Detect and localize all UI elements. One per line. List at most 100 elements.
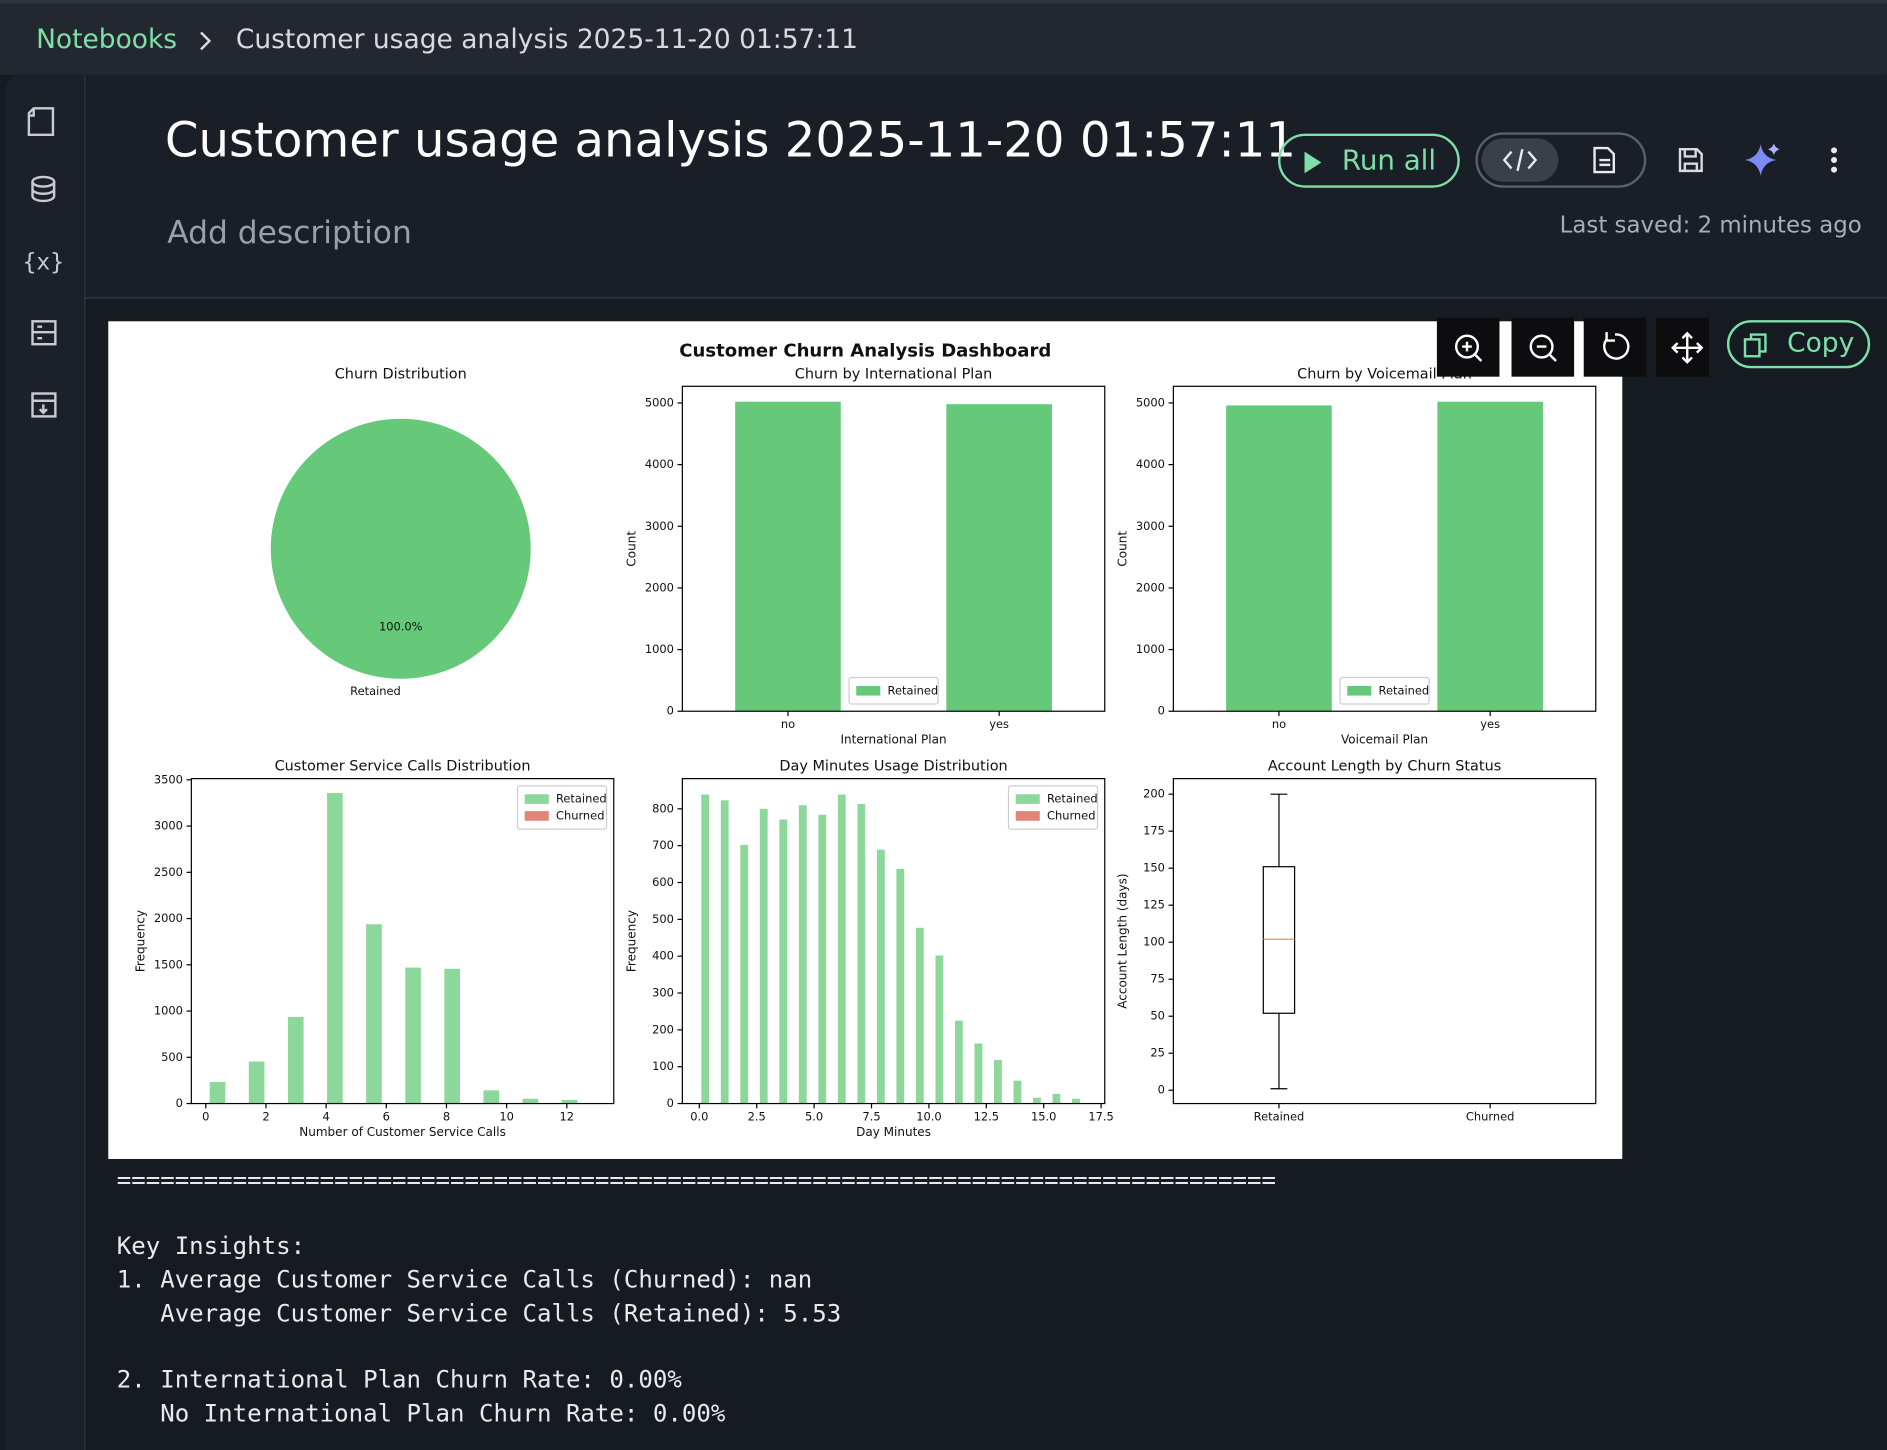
- histogram-bar: [1033, 1098, 1041, 1104]
- histogram-bar: [935, 955, 943, 1103]
- histogram-bar: [799, 805, 807, 1103]
- histogram-bar: [721, 800, 729, 1103]
- pan-button[interactable]: [1656, 318, 1709, 377]
- output-line: Key Insights:: [117, 1231, 305, 1260]
- zoom-in-button[interactable]: [1437, 318, 1500, 377]
- y-tick-label: 800: [652, 801, 674, 815]
- output-line: 2. International Plan Churn Rate: 0.00%: [117, 1365, 682, 1394]
- chart-title: Day Minutes Usage Distribution: [779, 759, 1007, 775]
- save-icon[interactable]: [1676, 146, 1705, 175]
- y-tick-label: 700: [652, 838, 674, 852]
- x-tick-label: 0: [202, 1109, 209, 1123]
- x-tick-label: no: [1272, 717, 1286, 731]
- dashboard-image: Customer Churn Analysis Dashboard Churn …: [108, 321, 1622, 1159]
- icon-notebook[interactable]: [29, 108, 53, 134]
- histogram-bar: [523, 1099, 539, 1104]
- histogram-bar: [838, 794, 846, 1103]
- y-tick-label: 2000: [1136, 580, 1165, 594]
- x-tick-label: 12: [560, 1109, 575, 1123]
- icon-archive[interactable]: [32, 394, 55, 417]
- x-tick-label: 15.0: [1031, 1109, 1056, 1123]
- ai-icon[interactable]: [1744, 141, 1783, 180]
- zoom-out-button[interactable]: [1512, 318, 1575, 377]
- y-axis-label: Count: [1115, 531, 1129, 567]
- x-tick-label: 10: [499, 1109, 514, 1123]
- run-all-button[interactable]: Run all: [1278, 134, 1460, 188]
- legend-swatch: [1016, 811, 1040, 821]
- y-axis-label: Count: [624, 531, 638, 567]
- chart-title: Churn Distribution: [335, 366, 467, 382]
- icon-tables[interactable]: [32, 321, 55, 344]
- code-icon: [1502, 147, 1538, 173]
- x-tick-label: 17.5: [1088, 1109, 1113, 1123]
- histogram-bar: [701, 794, 709, 1103]
- icon-data[interactable]: [32, 177, 54, 201]
- chart-title: Churn by International Plan: [795, 366, 993, 382]
- x-tick-label: 7.5: [862, 1109, 880, 1123]
- description[interactable]: Add description: [167, 215, 412, 251]
- histogram-bar: [444, 969, 460, 1104]
- legend-label: Churned: [556, 808, 604, 822]
- y-tick-label: 2500: [154, 865, 183, 879]
- y-tick-label: 2000: [645, 580, 674, 594]
- icon-variables[interactable]: {x}: [23, 250, 64, 276]
- x-tick-label: 8: [443, 1109, 450, 1123]
- x-tick-label: no: [781, 717, 795, 731]
- x-axis-label: International Plan: [841, 733, 947, 747]
- x-tick-label: 2: [262, 1109, 269, 1123]
- x-tick-label: 12.5: [974, 1109, 999, 1123]
- y-tick-label: 75: [1150, 972, 1165, 986]
- y-tick-label: 4000: [1136, 457, 1165, 471]
- bar: [1437, 402, 1543, 712]
- x-tick-label: yes: [989, 717, 1009, 731]
- breadcrumb-current: Customer usage analysis 2025-11-20 01:57…: [236, 25, 858, 55]
- y-tick-label: 3000: [154, 819, 183, 833]
- copy-button[interactable]: Copy: [1727, 320, 1870, 368]
- histogram-bar: [405, 968, 421, 1104]
- x-tick-label: 10.0: [916, 1109, 941, 1123]
- more-icon[interactable]: [1826, 146, 1843, 177]
- y-tick-label: 2000: [154, 911, 183, 925]
- breadcrumb-root[interactable]: Notebooks: [36, 25, 177, 55]
- legend-swatch: [525, 811, 549, 821]
- bar: [946, 404, 1052, 711]
- histogram-bar: [210, 1082, 226, 1104]
- legend-swatch: [1347, 686, 1371, 696]
- output-line: No International Plan Churn Rate: 0.00%: [117, 1398, 726, 1427]
- x-tick-label: 6: [383, 1109, 390, 1123]
- legend-label: Retained: [1379, 683, 1430, 697]
- dashboard-title: Customer Churn Analysis Dashboard: [679, 340, 1051, 361]
- y-axis-label: Frequency: [624, 910, 638, 972]
- copy-icon: [1741, 331, 1770, 360]
- doc-icon[interactable]: [1591, 146, 1617, 175]
- x-tick-label: 4: [322, 1109, 329, 1123]
- bar: [1226, 405, 1332, 711]
- y-tick-label: 1000: [1136, 642, 1165, 656]
- x-axis-label: Day Minutes: [856, 1125, 931, 1139]
- sidebar-icons: {x}: [5, 75, 84, 460]
- histogram-bar: [483, 1090, 499, 1103]
- reset-button[interactable]: [1584, 318, 1647, 377]
- y-tick-label: 100: [1143, 935, 1165, 949]
- last-saved: Last saved: 2 minutes ago: [1560, 212, 1862, 238]
- chart-title: Customer Service Calls Distribution: [275, 759, 531, 775]
- bar: [735, 402, 841, 712]
- histogram-bar: [857, 804, 865, 1104]
- y-tick-label: 3000: [1136, 519, 1165, 533]
- y-tick-label: 300: [652, 986, 674, 1000]
- legend-label: Retained: [888, 683, 939, 697]
- notebook-title[interactable]: Customer usage analysis 2025-11-20 01:57…: [165, 113, 1296, 168]
- notebook-header: Customer usage analysis 2025-11-20 01:57…: [85, 75, 1887, 299]
- y-tick-label: 600: [652, 875, 674, 889]
- histogram-bar: [994, 1060, 1002, 1103]
- view-toggle: [1475, 132, 1646, 187]
- copy-label: Copy: [1787, 329, 1854, 359]
- y-tick-label: 1000: [154, 1004, 183, 1018]
- y-axis-label: Frequency: [133, 910, 147, 972]
- histogram-bar: [779, 820, 787, 1104]
- histogram-bar: [877, 850, 885, 1104]
- histogram-bar: [288, 1017, 304, 1104]
- y-tick-label: 50: [1150, 1009, 1165, 1023]
- chevron: [197, 30, 214, 52]
- legend-label: Retained: [556, 792, 607, 806]
